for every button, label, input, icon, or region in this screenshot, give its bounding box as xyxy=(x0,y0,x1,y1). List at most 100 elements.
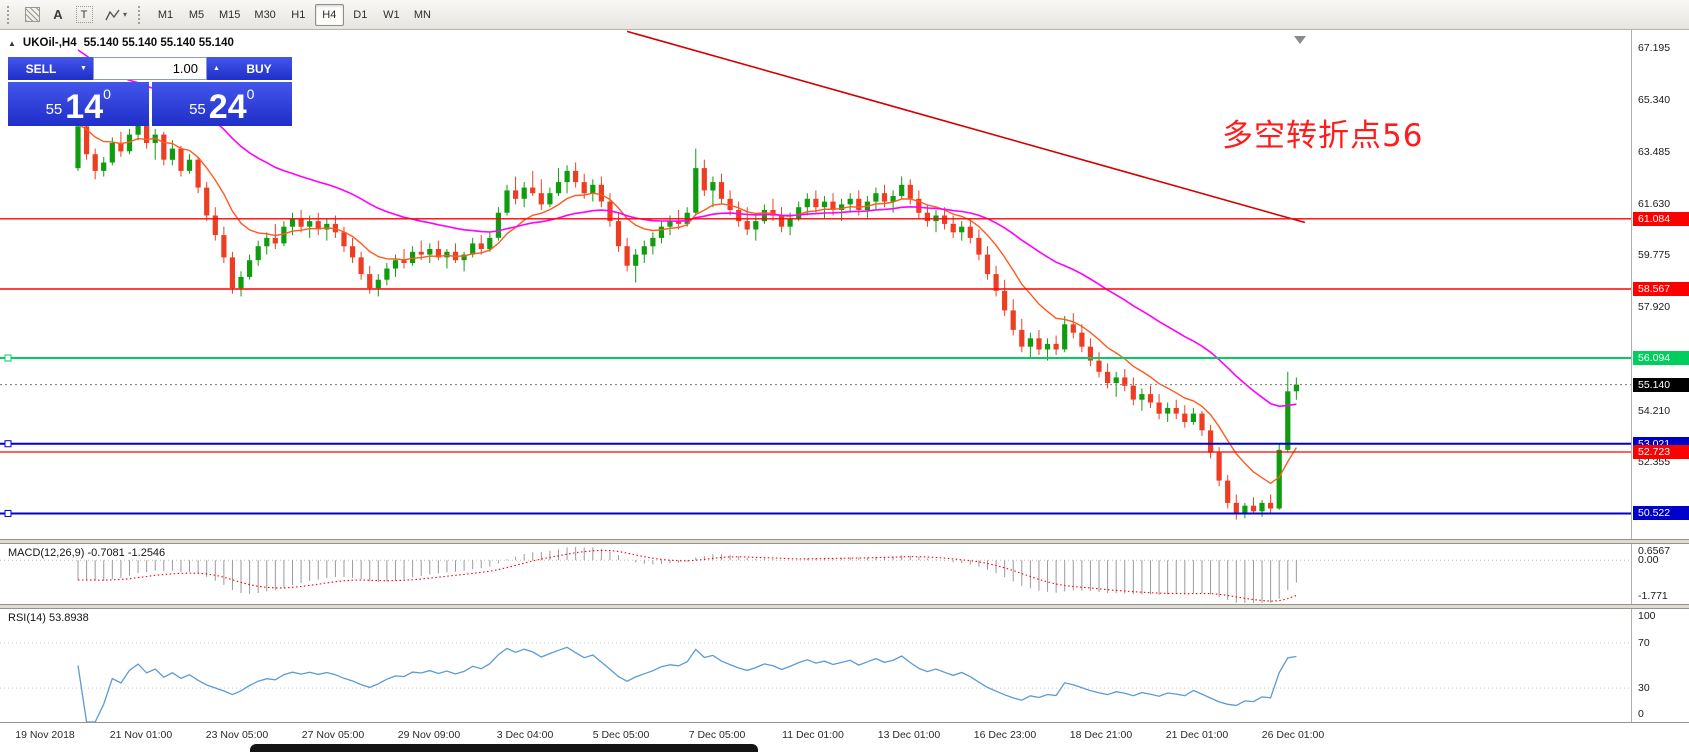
timeframe-group: M1 M5 M15 M30 H1 H4 D1 W1 MN xyxy=(150,3,438,26)
price-line-label: 56.094 xyxy=(1633,350,1689,365)
price-axis[interactable]: 67.195 65.340 63.485 61.630 59.775 57.920 54.2… xyxy=(1631,30,1689,722)
timeframe-button-m15[interactable]: M15 xyxy=(219,8,241,21)
line-handle xyxy=(4,440,12,448)
time-axis-label: 29 Nov 09:00 xyxy=(397,729,461,741)
time-axis-label: 18 Dec 21:00 xyxy=(1069,729,1133,741)
volume-decrease-caret-icon[interactable]: ▼ xyxy=(74,57,93,80)
bid-ask-row: 55 14 0 55 24 0 xyxy=(8,82,292,126)
macd-axis-label: -1.771 xyxy=(1638,590,1668,602)
line-handle xyxy=(4,509,12,517)
time-axis-separator xyxy=(0,722,1689,723)
timeframe-button-h1[interactable]: H1 xyxy=(291,8,306,21)
macd-panel-canvas[interactable] xyxy=(0,544,1631,604)
rsi-title: RSI(14) xyxy=(8,612,46,624)
taskbar-fragment[interactable] xyxy=(250,744,758,752)
time-axis-label: 21 Nov 01:00 xyxy=(109,729,173,741)
price-axis-tick: 67.195 xyxy=(1638,42,1671,55)
timeframe-button-d1[interactable]: D1 xyxy=(353,8,368,21)
dropdown-caret-icon: ▾ xyxy=(122,10,127,19)
timeframe-button-m1[interactable]: M1 xyxy=(157,8,174,21)
macd-signal-value: -1.2546 xyxy=(127,547,166,559)
time-axis-label: 5 Dec 05:00 xyxy=(592,729,650,741)
boxed-t-glyph: T xyxy=(75,6,93,23)
trade-controls-row: SELL ▼ ▲ BUY xyxy=(8,57,292,80)
price-line-label: 58.567 xyxy=(1633,281,1689,296)
main-chart-canvas[interactable] xyxy=(0,30,1631,539)
slow-ema-line xyxy=(77,49,1297,408)
rsi-line xyxy=(77,646,1297,722)
time-axis-label: 19 Nov 2018 xyxy=(15,729,75,741)
trend-line xyxy=(626,30,1306,224)
rsi-axis-label: 30 xyxy=(1638,682,1650,695)
ask-price-panel[interactable]: 55 24 0 xyxy=(151,82,292,127)
macd-axis-label: 0.00 xyxy=(1638,554,1659,567)
timeframe-button-mn[interactable]: MN xyxy=(413,8,431,21)
toolbar: A T ▾ M1 M5 M15 M30 H1 H4 D1 W1 MN xyxy=(0,0,1689,30)
time-axis-label: 23 Nov 05:00 xyxy=(205,729,269,741)
price-axis-tick: 61.630 xyxy=(1638,197,1671,210)
price-axis-tick: 54.210 xyxy=(1638,404,1671,417)
bid-price-panel[interactable]: 55 14 0 xyxy=(8,82,149,126)
price-line-label: 50.522 xyxy=(1633,506,1689,521)
time-axis-label: 26 Dec 01:00 xyxy=(1261,729,1325,741)
current-price-label: 55.140 xyxy=(1633,377,1689,392)
ask-pips: 24 xyxy=(208,88,247,127)
macd-main-value: -0.7081 xyxy=(87,547,125,559)
price-axis-tick: 59.775 xyxy=(1638,249,1671,262)
sell-button[interactable]: SELL xyxy=(8,57,74,80)
one-click-trading-widget: SELL ▼ ▲ BUY 55 14 0 55 24 0 xyxy=(8,57,292,126)
toolbar-grip[interactable] xyxy=(7,5,12,24)
timeframe-button-h4[interactable]: H4 xyxy=(314,3,344,26)
volume-increase-caret-icon[interactable]: ▲ xyxy=(207,57,226,80)
bid-integer: 55 xyxy=(45,101,63,118)
rsi-axis-label: 0 xyxy=(1638,708,1644,720)
macd-indicator-label: MACD(12,26,9) -0.7081 -1.2546 xyxy=(8,547,165,559)
symbol-period-label: UKOil-,H4 xyxy=(22,37,77,49)
expand-arrow-icon[interactable]: ▲ xyxy=(8,38,16,48)
text-annotation-icon[interactable]: A xyxy=(53,7,63,22)
timeframe-button-w1[interactable]: W1 xyxy=(383,8,400,21)
toolbar-grip-2[interactable] xyxy=(138,5,143,24)
line-studies-icon[interactable]: ▾ xyxy=(97,3,135,27)
timeframe-button-m30[interactable]: M30 xyxy=(254,8,276,21)
timeframe-button-m5[interactable]: M5 xyxy=(188,8,205,21)
macd-title: MACD(12,26,9) xyxy=(8,547,85,559)
price-axis-tick: 52.355 xyxy=(1638,456,1671,469)
time-axis-label: 3 Dec 04:00 xyxy=(496,729,554,741)
price-line-label: 52.723 xyxy=(1633,445,1689,460)
time-axis-label: 21 Dec 01:00 xyxy=(1165,729,1229,741)
rsi-value: 53.8938 xyxy=(48,612,89,624)
time-axis-label: 7 Dec 05:00 xyxy=(688,729,746,741)
chart-text-annotation[interactable]: 多空转折点56 xyxy=(1222,118,1424,154)
candles xyxy=(75,112,1299,520)
line-handle xyxy=(4,354,12,362)
macd-signal-line xyxy=(78,549,1297,602)
time-axis-label: 11 Dec 01:00 xyxy=(782,729,844,741)
chart-shift-marker xyxy=(1294,36,1306,44)
macd-axis-label: 0.6567 xyxy=(1638,545,1671,557)
fast-ema-line xyxy=(77,123,1297,485)
time-axis-label: 27 Nov 05:00 xyxy=(301,729,365,741)
rsi-panel-canvas[interactable] xyxy=(0,609,1631,722)
panel-divider[interactable] xyxy=(0,539,1689,544)
rsi-axis-label: 70 xyxy=(1638,636,1650,649)
price-axis-tick: 63.485 xyxy=(1638,145,1671,158)
rsi-axis-label: 100 xyxy=(1638,610,1656,622)
chart-header: ▲ UKOil-,H4 55.140 55.140 55.140 55.140 xyxy=(8,37,234,49)
buy-button[interactable]: BUY xyxy=(226,57,292,80)
volume-input[interactable] xyxy=(93,57,207,80)
bid-pips: 14 xyxy=(65,88,104,127)
price-axis-tick: 57.920 xyxy=(1638,301,1671,314)
ask-integer: 55 xyxy=(189,101,206,118)
bid-point: 0 xyxy=(103,86,111,102)
rsi-indicator-label: RSI(14) 53.8938 xyxy=(8,612,89,624)
time-axis-label: 16 Dec 23:00 xyxy=(973,729,1037,741)
text-label-icon[interactable]: T xyxy=(71,3,97,27)
ohlc-quotes-label: 55.140 55.140 55.140 55.140 xyxy=(83,37,234,49)
panel-divider-2[interactable] xyxy=(0,604,1689,609)
price-axis-tick: 65.340 xyxy=(1638,94,1671,107)
hatch-glyph xyxy=(24,7,40,22)
hatch-pattern-icon[interactable] xyxy=(19,3,45,27)
ask-point: 0 xyxy=(246,86,255,102)
